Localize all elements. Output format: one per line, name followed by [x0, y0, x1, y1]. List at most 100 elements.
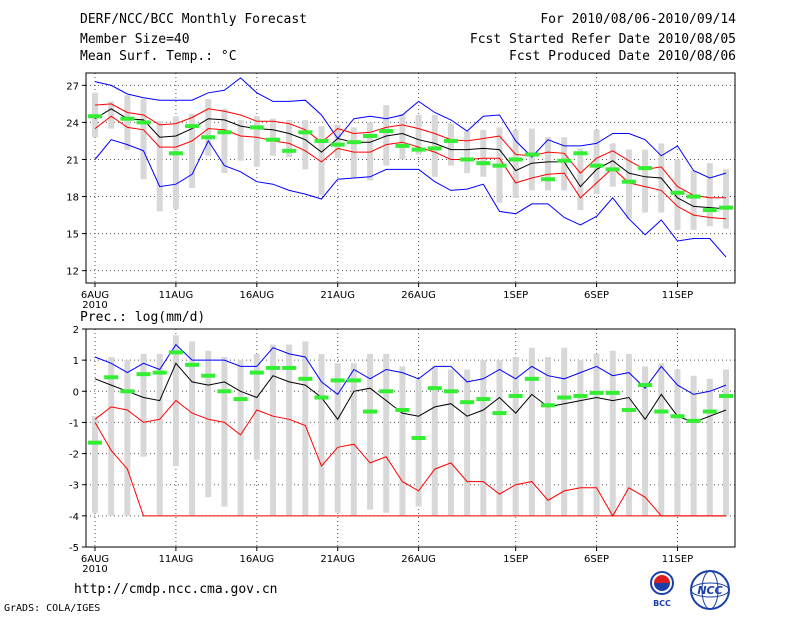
temp-x-tick-label: 16AUG: [239, 290, 274, 301]
prec-observed-mark: [573, 393, 588, 398]
prec-observed-mark: [265, 365, 280, 370]
prec-observed-mark: [330, 378, 345, 383]
prec-y-tick-label: -2: [69, 450, 79, 461]
temp-y-tick-label: 15: [66, 230, 79, 241]
prec-x-tick-label: 2010: [82, 564, 107, 575]
temp-observed-mark: [460, 157, 475, 162]
member-size: Member Size=40: [80, 32, 190, 47]
prec-observed-mark: [670, 414, 685, 419]
prec-observed-mark: [395, 407, 410, 412]
temp-member-box: [269, 118, 276, 156]
prec-x-tick-label: 21AUG: [320, 554, 355, 565]
temp-member-box: [577, 148, 584, 211]
temp-observed-mark: [298, 130, 313, 135]
temp-member-box: [108, 101, 115, 129]
precip-title: Prec.: log(mm/d): [80, 310, 206, 325]
prec-y-tick-label: 1: [73, 356, 79, 367]
temp-member-box: [690, 170, 697, 230]
temp-observed-mark: [621, 179, 636, 184]
prec-observed-mark: [217, 389, 232, 394]
prec-member-box: [545, 357, 552, 516]
temp-observed-mark: [411, 147, 426, 152]
prec-member-box: [431, 366, 438, 516]
prec-observed-mark: [120, 389, 135, 394]
temp-member-box: [723, 169, 729, 229]
temp-observed-mark: [605, 167, 620, 172]
forecast-period: For 2010/08/06-2010/09/14: [540, 12, 736, 27]
prec-member-box: [625, 353, 632, 516]
temp-observed-mark: [395, 143, 410, 148]
prec-observed-mark: [249, 370, 264, 375]
temp-x-tick-label: 6AUG: [81, 290, 109, 301]
temp-x-tick-label: 2010: [82, 300, 107, 310]
temp-observed-mark: [379, 129, 394, 134]
prec-member-box: [593, 353, 600, 516]
temp-y-tick-label: 18: [66, 193, 79, 204]
temp-observed-mark: [249, 125, 264, 130]
temp-x-tick-label: 26AUG: [401, 290, 436, 301]
prec-member-box: [561, 347, 568, 516]
temp-member-box: [625, 149, 632, 219]
temp-observed-mark: [120, 116, 135, 121]
prec-member-box: [108, 357, 115, 516]
temp-member-box: [512, 129, 519, 198]
temp-frame: [85, 72, 736, 284]
prec-observed-mark: [638, 383, 653, 388]
prec-observed-mark: [379, 389, 394, 394]
temp-observed-mark: [670, 190, 685, 195]
temp-x-tick-label: 6SEP: [584, 290, 609, 301]
temp-upper-line: [94, 103, 726, 199]
prec-member-box: [496, 360, 503, 516]
prec-member-box: [690, 375, 697, 516]
temp-observed-mark: [314, 138, 329, 143]
temp-observed-mark: [557, 158, 572, 163]
temp-x-tick-label: 11SEP: [662, 290, 693, 301]
temp-observed-mark: [168, 151, 183, 156]
prec-observed-mark: [460, 400, 475, 405]
prec-observed-mark: [719, 393, 733, 398]
prec-member-box: [609, 350, 616, 516]
source-url[interactable]: http://cmdp.ncc.cma.gov.cn: [74, 582, 278, 597]
prec-member-box: [253, 353, 260, 460]
prec-observed-mark: [443, 389, 458, 394]
temp-observed-mark: [492, 163, 507, 168]
ncc-logo-icon: NCC: [690, 570, 730, 610]
temp-member-box: [286, 119, 293, 157]
temp-mean-line: [94, 108, 727, 210]
prec-member-box: [269, 344, 276, 516]
temp-member-box: [399, 113, 406, 160]
prec-observed-mark: [411, 436, 426, 440]
prec-x-tick-label: 1SEP: [503, 554, 528, 565]
prec-member-box: [350, 363, 357, 516]
chart-title: DERF/NCC/BCC Monthly Forecast: [80, 12, 307, 27]
temp-observed-mark: [363, 134, 378, 138]
temp-member-box: [334, 124, 341, 159]
prec-max-line: [94, 343, 727, 396]
temp-member-box: [189, 113, 196, 188]
prec-observed-mark: [88, 440, 102, 445]
prec-member-box: [189, 341, 196, 516]
prec-y-tick-label: -3: [69, 481, 79, 492]
prec-x-tick-label: 11SEP: [662, 554, 693, 565]
prec-observed-mark: [363, 409, 378, 414]
temp-observed-mark: [282, 148, 297, 153]
temp-member-box: [205, 98, 212, 156]
prec-observed-mark: [492, 411, 507, 416]
prec-observed-mark: [314, 395, 329, 400]
temp-member-box: [367, 122, 374, 181]
prec-observed-mark: [136, 372, 151, 377]
svg-text:BCC: BCC: [653, 599, 671, 608]
prec-x-tick-label: 6SEP: [584, 554, 609, 565]
temp-observed-mark: [330, 142, 345, 147]
prec-observed-mark: [152, 370, 167, 375]
temp-observed-mark: [508, 157, 523, 162]
prec-member-box: [237, 360, 244, 516]
prec-member-box: [415, 378, 422, 507]
prec-observed-mark: [104, 375, 119, 380]
temp-observed-mark: [217, 130, 232, 135]
prec-observed-mark: [185, 362, 200, 367]
prec-x-tick-label: 16AUG: [239, 554, 274, 565]
prec-member-box: [286, 344, 293, 516]
temp-observed-mark: [346, 140, 361, 145]
